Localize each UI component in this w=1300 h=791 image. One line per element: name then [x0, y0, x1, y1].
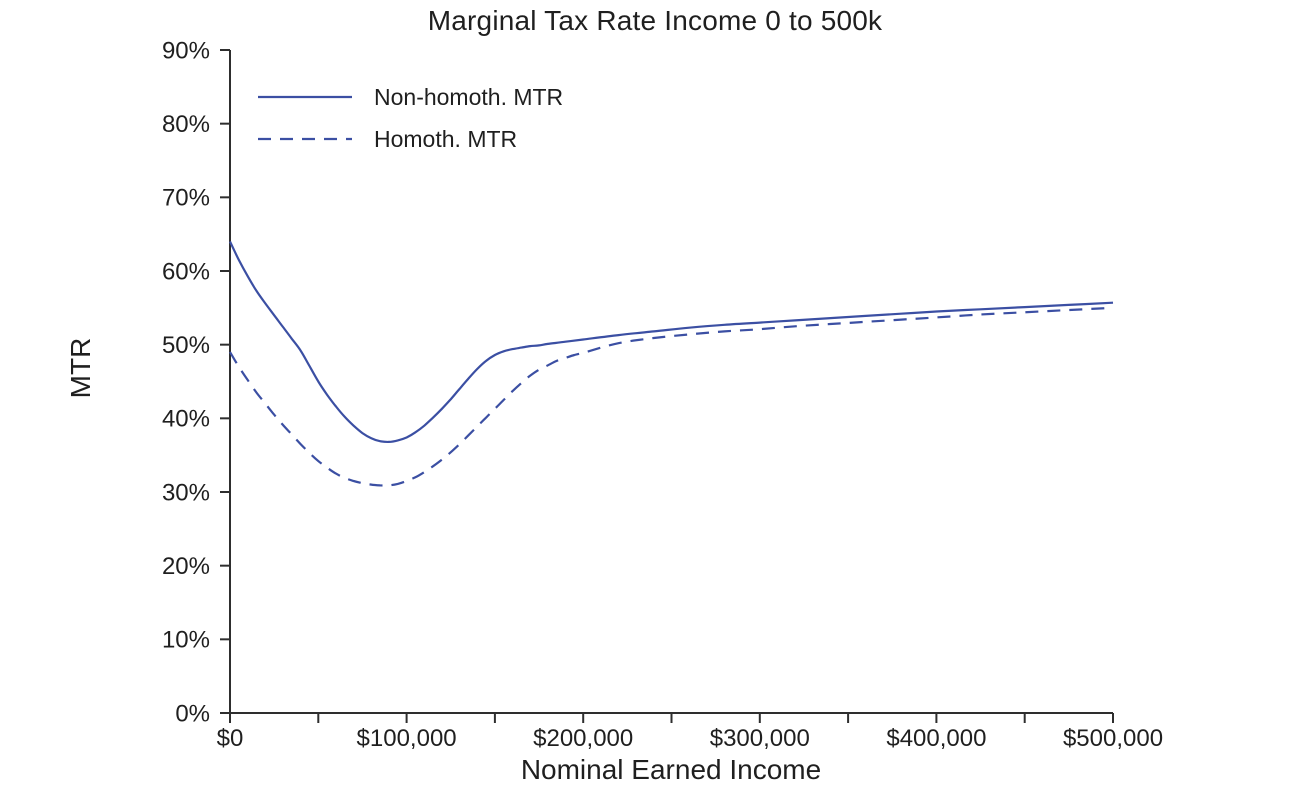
legend-label: Non-homoth. MTR — [374, 84, 563, 110]
y-tick-label: 10% — [162, 627, 210, 654]
homoth-mtr-line — [229, 306, 1114, 487]
y-tick-label: 60% — [162, 258, 210, 285]
y-tick-label: 40% — [162, 406, 210, 433]
x-tick-label: $0 — [217, 725, 244, 752]
x-tick-label: $500,000 — [1063, 725, 1163, 752]
y-tick-label: 80% — [162, 111, 210, 138]
y-tick-label: 0% — [175, 700, 210, 727]
non-homoth-mtr-line — [229, 241, 1114, 444]
tick-marks-and-labels: 0% 10% 20% 30% 40% 50% 60% 70% 80% 90% $0 $100,000 $… — [162, 37, 1163, 752]
legend-label: Homoth. MTR — [374, 126, 517, 152]
x-axis-label: Nominal Earned Income — [521, 754, 821, 785]
chart-title: Marginal Tax Rate Income 0 to 500k — [428, 5, 883, 36]
x-tick-label: $300,000 — [710, 725, 810, 752]
axis-spines — [229, 50, 1113, 714]
series-lines — [229, 241, 1114, 487]
x-tick-label: $400,000 — [886, 725, 986, 752]
legend: Non-homoth. MTR Homoth. MTR — [258, 84, 563, 152]
axes — [229, 50, 1113, 714]
y-tick-label: 50% — [162, 332, 210, 359]
y-tick-label: 90% — [162, 37, 210, 64]
y-tick-label: 20% — [162, 553, 210, 580]
y-axis-label: MTR — [65, 338, 96, 399]
x-tick-label: $100,000 — [357, 725, 457, 752]
x-tick-label: $200,000 — [533, 725, 633, 752]
y-tick-label: 30% — [162, 479, 210, 506]
y-tick-label: 70% — [162, 185, 210, 212]
